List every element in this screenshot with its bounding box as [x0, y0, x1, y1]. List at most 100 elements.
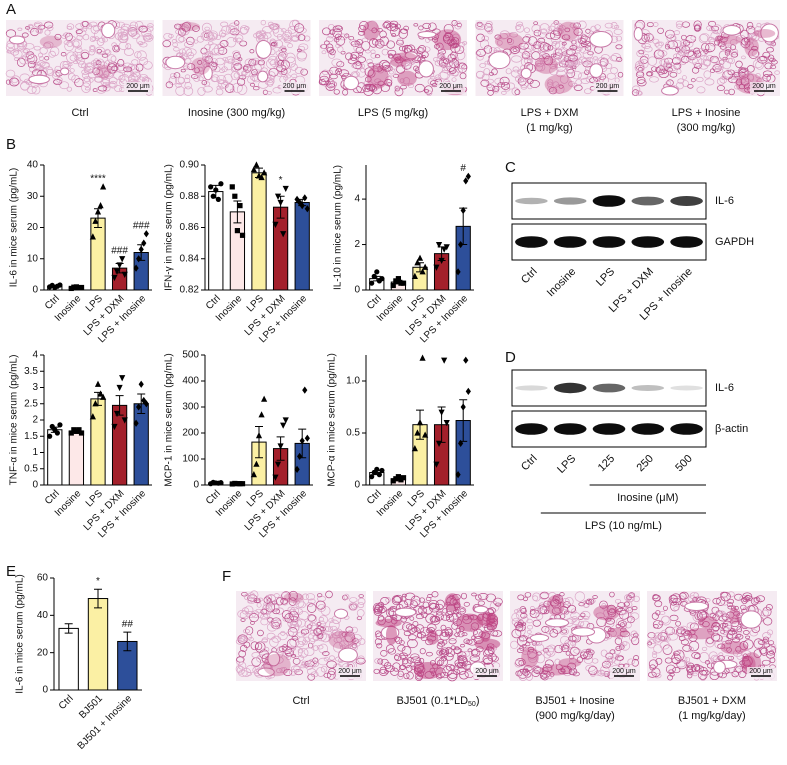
- alveolus: [236, 84, 248, 95]
- alveolus: [129, 21, 138, 30]
- alveolus: [662, 605, 668, 611]
- alveolus: [287, 608, 297, 617]
- y-tick-label: 0: [354, 480, 360, 491]
- alveolus: [374, 638, 382, 646]
- alveolus: [617, 602, 626, 608]
- alveolus: [243, 593, 250, 601]
- alveolus: [407, 639, 418, 649]
- alveolus: [301, 661, 307, 667]
- alveolus: [393, 53, 402, 61]
- data-point: [138, 245, 144, 253]
- alveolus: [717, 41, 726, 48]
- alveolus: [349, 603, 357, 611]
- alveolus: [691, 67, 700, 74]
- alveolus: [604, 620, 615, 628]
- data-point: [411, 272, 418, 279]
- alveolus: [325, 590, 333, 599]
- alveolus: [320, 633, 331, 643]
- alveolus: [357, 601, 365, 609]
- blot-band: [515, 197, 548, 205]
- data-point: [100, 183, 107, 190]
- caption: LPS (5 mg/kg): [358, 107, 428, 119]
- alveolus: [448, 36, 455, 42]
- alveolus: [577, 20, 587, 30]
- alveolus: [711, 632, 721, 642]
- infiltrate: [546, 594, 565, 616]
- alveolus: [651, 667, 661, 678]
- alveolus: [649, 76, 659, 83]
- alveolus: [631, 658, 639, 667]
- alveolus: [81, 69, 90, 75]
- caption: (1 mg/kg/day): [678, 710, 745, 722]
- alveolus: [69, 54, 79, 62]
- alveolus: [450, 645, 456, 650]
- airway: [760, 23, 779, 43]
- alveolus: [108, 76, 118, 85]
- y-tick-label: 4: [354, 194, 360, 205]
- alveolus: [725, 622, 733, 629]
- alveolus: [616, 56, 623, 63]
- alveolus: [249, 49, 255, 54]
- alveolus: [532, 595, 539, 601]
- alveolus: [321, 43, 329, 50]
- alveolus: [729, 44, 737, 51]
- alveolus: [232, 50, 241, 56]
- alveolus: [511, 87, 520, 96]
- alveolus: [208, 43, 220, 55]
- alveolus: [694, 620, 701, 626]
- airway: [571, 627, 596, 637]
- alveolus: [630, 630, 638, 639]
- y-tick-label: 200: [182, 428, 199, 439]
- y-axis-label: IL-6 in mice serum (pg/mL): [9, 168, 20, 287]
- alveolus: [742, 596, 750, 603]
- alveolus: [178, 36, 186, 43]
- alveolus: [647, 641, 653, 646]
- alveolus: [402, 622, 413, 632]
- alveolus: [470, 648, 481, 657]
- alveolus: [520, 608, 527, 614]
- blot-band: [670, 423, 703, 435]
- alveolus: [33, 62, 42, 69]
- data-point: [458, 240, 464, 249]
- infiltrate: [456, 613, 483, 632]
- alveolus: [668, 669, 674, 674]
- alveolus: [358, 594, 364, 598]
- alveolus: [276, 72, 283, 77]
- alveolus: [398, 45, 407, 52]
- alveolus: [377, 40, 385, 47]
- alveolus: [123, 47, 134, 56]
- alveolus: [723, 89, 730, 95]
- alveolus: [231, 58, 241, 66]
- alveolus: [271, 635, 282, 643]
- alveolus: [548, 87, 558, 95]
- alveolus: [588, 665, 598, 676]
- alveolus: [31, 85, 41, 95]
- alveolus: [479, 39, 490, 50]
- alveolus: [651, 66, 658, 72]
- alveolus: [350, 71, 361, 78]
- data-point: [400, 475, 407, 481]
- data-point: [250, 166, 257, 173]
- alveolus: [92, 61, 102, 68]
- alveolus: [266, 58, 277, 69]
- alveolus: [355, 60, 361, 66]
- alveolus: [201, 80, 207, 86]
- y-tick-label: 1.0: [346, 376, 360, 387]
- alveolus: [175, 86, 186, 96]
- alveolus: [724, 69, 733, 78]
- alveolus: [568, 654, 575, 660]
- alveolus: [533, 29, 542, 37]
- alveolus: [740, 67, 748, 73]
- alveolus: [363, 83, 372, 89]
- alveolus: [321, 69, 329, 76]
- alveolus: [481, 35, 490, 42]
- alveolus: [293, 665, 301, 672]
- alveolus: [215, 88, 224, 96]
- alveolus: [735, 646, 742, 653]
- data-point: [111, 423, 118, 431]
- alveolus: [546, 664, 553, 672]
- alveolus: [518, 659, 525, 666]
- alveolus: [614, 637, 623, 645]
- data-point: [119, 375, 126, 382]
- alveolus: [445, 610, 454, 618]
